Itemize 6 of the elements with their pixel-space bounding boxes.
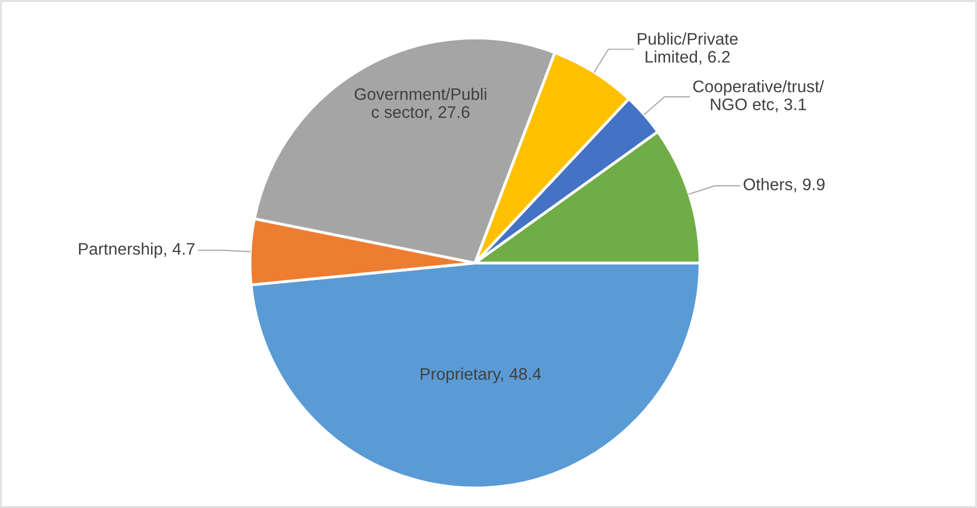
slice-label: Government/Publi c sector, 27.6 [354, 88, 486, 120]
slice-label: Proprietary, 48.4 [420, 368, 541, 384]
slice-label: Public/Private Limited, 6.2 [638, 32, 738, 65]
slice-label: Partnership, 4.7 [79, 242, 194, 258]
slice-label: Cooperative/trust/ NGO etc, 3.1 [693, 80, 824, 112]
slice-label: Others, 9.9 [744, 178, 825, 192]
